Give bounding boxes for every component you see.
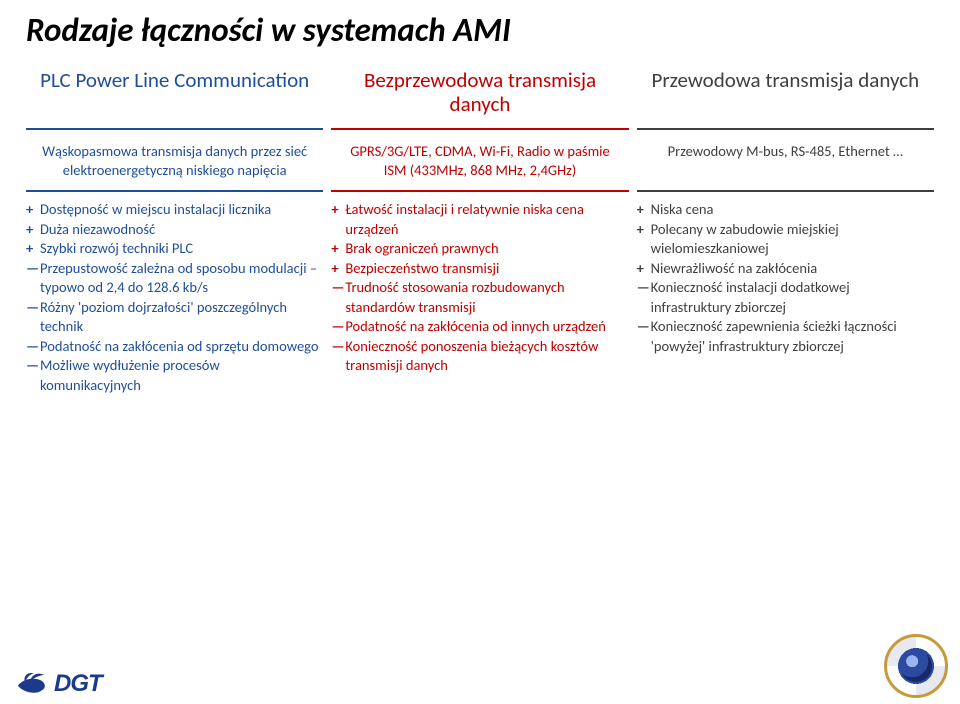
col-1-divider-bottom xyxy=(26,190,323,192)
dgt-text: DGT xyxy=(54,670,102,698)
list-item-text: Dostępność w miejscu instalacji licznika xyxy=(40,200,271,218)
plus-icon: + xyxy=(637,200,651,220)
list-item-text: Podatność na zakłócenia od innych urządz… xyxy=(345,317,606,335)
col-3: Przewodowa transmisja danych xyxy=(633,54,938,126)
list-item: —Podatność na zakłócenia od sprzętu domo… xyxy=(26,337,321,357)
list-item: +Szybki rozwój techniki PLC xyxy=(26,239,321,259)
list-item-text: Bezpieczeństwo transmisji xyxy=(345,259,499,277)
minus-icon: — xyxy=(26,259,40,279)
list-item: +Bezpieczeństwo transmisji xyxy=(331,259,626,279)
list-item: +Dostępność w miejscu instalacji licznik… xyxy=(26,200,321,220)
list-item: —Konieczność instalacji dodatkowej infra… xyxy=(637,278,932,317)
minus-icon: — xyxy=(26,337,40,357)
list-item-text: Podatność na zakłócenia od sprzętu domow… xyxy=(40,337,319,355)
dgt-logo: DGT xyxy=(14,668,102,698)
list-item: +Niewrażliwość na zakłócenia xyxy=(637,259,932,279)
list-item: —Konieczność zapewnienia ścieżki łącznoś… xyxy=(637,317,932,356)
col-3-subhead: Przewodowy M-bus, RS-485, Ethernet … xyxy=(637,132,934,169)
minus-icon: — xyxy=(26,356,40,376)
col-3-divider-top xyxy=(637,128,934,130)
list-item-text: Konieczność ponoszenia bieżących kosztów… xyxy=(345,337,598,375)
list-item-text: Przepustowość zależna od sposobu modulac… xyxy=(40,259,317,297)
col-2-sub: GPRS/3G/LTE, CDMA, Wi-Fi, Radio w paśmie… xyxy=(327,132,632,188)
bird-icon xyxy=(14,668,50,698)
list-item: —Możliwe wydłużenie procesów komunikacyj… xyxy=(26,356,321,395)
list-item-text: Niska cena xyxy=(651,200,714,218)
minus-icon: — xyxy=(331,278,345,298)
list-item-text: Łatwość instalacji i relatywnie niska ce… xyxy=(345,200,584,238)
plus-icon: + xyxy=(26,200,40,220)
minus-icon: — xyxy=(637,317,651,337)
plus-icon: + xyxy=(637,259,651,279)
list-item-text: Szybki rozwój techniki PLC xyxy=(40,239,193,257)
plus-icon: + xyxy=(26,239,40,259)
col-2-body: +Łatwość instalacji i relatywnie niska c… xyxy=(327,194,632,396)
columns-head-row: PLC Power Line Communication Bezprzewodo… xyxy=(0,54,960,126)
list-item: —Podatność na zakłócenia od innych urząd… xyxy=(331,317,626,337)
columns-subhead-row: Wąskopasmowa transmisja danych przez sie… xyxy=(0,132,960,188)
list-item-text: Możliwe wydłużenie procesów komunikacyjn… xyxy=(40,356,220,394)
list-item-text: Różny 'poziom dojrzałości' poszczególnyc… xyxy=(40,298,287,336)
round-logo-icon xyxy=(884,634,948,698)
list-item: +Polecany w zabudowie miejskiej wielomie… xyxy=(637,220,932,259)
col-3-divider-bottom xyxy=(637,190,934,192)
col-2-divider-bottom xyxy=(331,190,628,192)
minus-icon: — xyxy=(331,317,345,337)
plus-icon: + xyxy=(26,220,40,240)
col-3-head: Przewodowa transmisja danych xyxy=(637,54,934,102)
col-1-sub: Wąskopasmowa transmisja danych przez sie… xyxy=(22,132,327,188)
col-1-divider-top xyxy=(26,128,323,130)
minus-icon: — xyxy=(331,337,345,357)
list-item: +Brak ograniczeń prawnych xyxy=(331,239,626,259)
columns-body-row: +Dostępność w miejscu instalacji licznik… xyxy=(0,194,960,396)
plus-icon: + xyxy=(637,220,651,240)
minus-icon: — xyxy=(26,298,40,318)
col-1-head: PLC Power Line Communication xyxy=(26,54,323,102)
list-item: +Łatwość instalacji i relatywnie niska c… xyxy=(331,200,626,239)
list-item: —Różny 'poziom dojrzałości' poszczególny… xyxy=(26,298,321,337)
plus-icon: + xyxy=(331,259,345,279)
col-3-sub: Przewodowy M-bus, RS-485, Ethernet … xyxy=(633,132,938,188)
list-item-text: Brak ograniczeń prawnych xyxy=(345,239,498,257)
col-2: Bezprzewodowa transmisja danych xyxy=(327,54,632,126)
list-item: +Duża niezawodność xyxy=(26,220,321,240)
col-1-subhead: Wąskopasmowa transmisja danych przez sie… xyxy=(26,132,323,188)
list-item: —Konieczność ponoszenia bieżących kosztó… xyxy=(331,337,626,376)
list-item-text: Konieczność zapewnienia ścieżki łącznośc… xyxy=(651,317,897,355)
list-item-text: Konieczność instalacji dodatkowej infras… xyxy=(651,278,850,316)
list-item-text: Trudność stosowania rozbudowanych standa… xyxy=(345,278,564,316)
col-2-subhead: GPRS/3G/LTE, CDMA, Wi-Fi, Radio w paśmie… xyxy=(331,132,628,188)
list-item: +Niska cena xyxy=(637,200,932,220)
col-2-head: Bezprzewodowa transmisja danych xyxy=(331,54,628,126)
col-2-divider-top xyxy=(331,128,628,130)
col-1: PLC Power Line Communication xyxy=(22,54,327,126)
plus-icon: + xyxy=(331,239,345,259)
list-item: —Trudność stosowania rozbudowanych stand… xyxy=(331,278,626,317)
list-item-text: Duża niezawodność xyxy=(40,220,155,238)
col-1-body: +Dostępność w miejscu instalacji licznik… xyxy=(22,194,327,396)
list-item-text: Niewrażliwość na zakłócenia xyxy=(651,259,818,277)
list-item-text: Polecany w zabudowie miejskiej wielomies… xyxy=(651,220,839,258)
minus-icon: — xyxy=(637,278,651,298)
page-title: Rodzaje łączności w systemach AMI xyxy=(0,0,960,54)
col-3-body: +Niska cena+Polecany w zabudowie miejski… xyxy=(633,194,938,396)
plus-icon: + xyxy=(331,200,345,220)
list-item: —Przepustowość zależna od sposobu modula… xyxy=(26,259,321,298)
footer: DGT xyxy=(0,634,960,700)
